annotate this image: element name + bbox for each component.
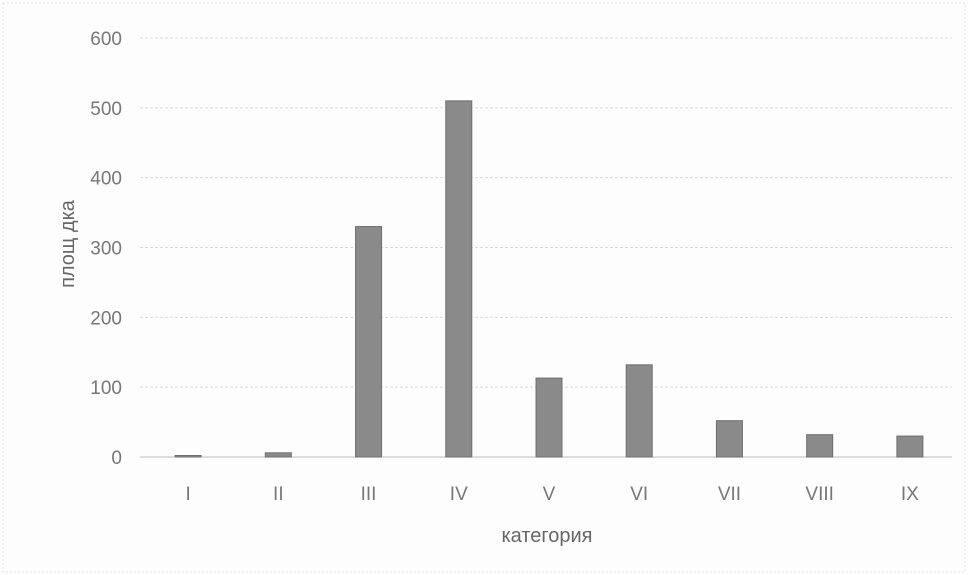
y-tick-label: 200 [90, 308, 122, 329]
bar-IV [446, 101, 472, 457]
bar-III [356, 227, 382, 457]
x-tick-label: VII [718, 484, 741, 505]
x-tick-label: VIII [805, 484, 834, 505]
x-tick-label: IX [901, 484, 919, 505]
bar-V [536, 378, 562, 457]
x-tick-label: III [361, 484, 377, 505]
y-tick-label: 500 [90, 99, 122, 120]
x-tick-label: I [185, 484, 190, 505]
y-axis-ticks: 0 100 200 300 400 500 600 [90, 29, 122, 469]
x-tick-label: IV [450, 484, 468, 505]
y-axis-title: площ дка [57, 199, 79, 288]
y-tick-label: 0 [111, 448, 122, 469]
bar-I [175, 456, 201, 458]
y-tick-label: 400 [90, 169, 122, 190]
x-tick-label: V [543, 484, 556, 505]
bar-VII [716, 421, 742, 457]
bar-IX [897, 436, 923, 457]
bars [175, 101, 923, 457]
bar-VI [626, 365, 652, 457]
x-tick-label: II [273, 484, 284, 505]
y-tick-label: 600 [90, 29, 122, 50]
x-axis-title: категория [501, 525, 592, 547]
bar-II [265, 453, 291, 457]
y-tick-label: 300 [90, 239, 122, 260]
x-tick-label: VI [630, 484, 648, 505]
y-tick-label: 100 [90, 378, 122, 399]
bar-VIII [807, 435, 833, 457]
x-axis-ticks: I II III IV V VI VII VIII IX [185, 484, 919, 505]
